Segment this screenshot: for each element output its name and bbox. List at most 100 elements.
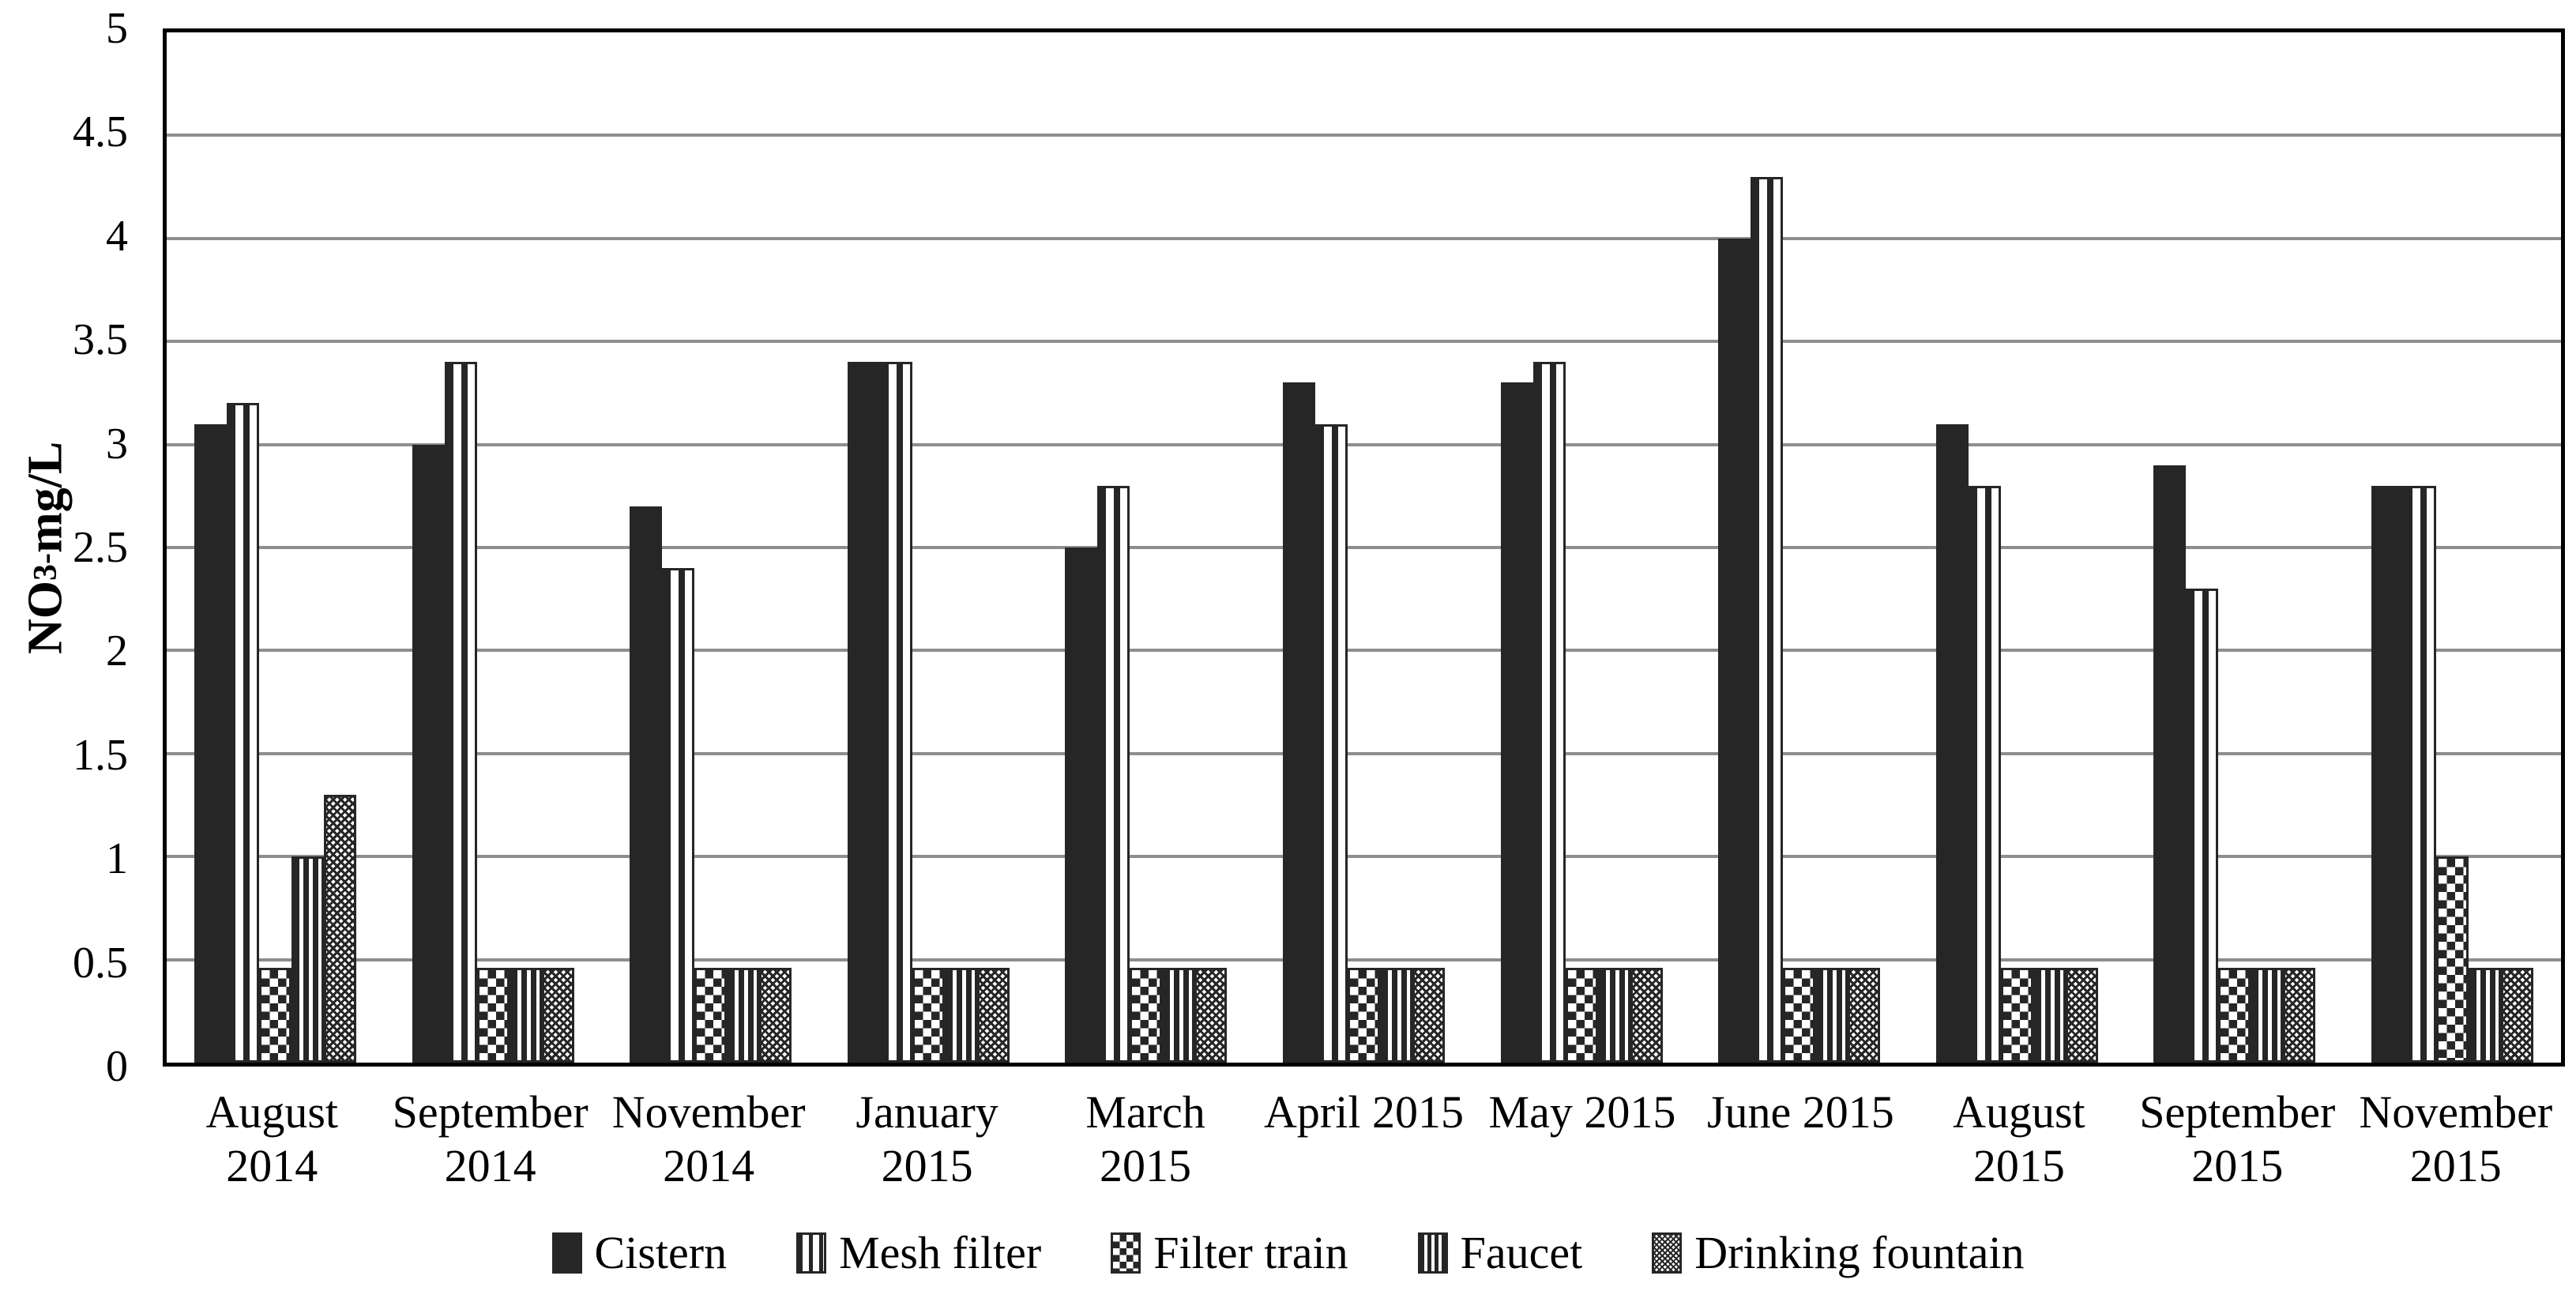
bar-cistern <box>630 506 663 1063</box>
legend-marker-checkerboard-icon <box>1111 1232 1141 1274</box>
bar-filter-train <box>1783 968 1816 1063</box>
bar-mesh-filter <box>444 362 477 1063</box>
legend-label: Drinking fountain <box>1694 1227 2025 1278</box>
x-tick-label: September 2015 <box>2139 1086 2336 1192</box>
bar-drinking-fountain <box>2500 968 2533 1063</box>
y-tick-label: 3.5 <box>73 315 128 365</box>
bar-faucet <box>2251 968 2284 1063</box>
y-tick-label: 0.5 <box>73 938 128 988</box>
legend-label: Mesh filter <box>839 1227 1042 1278</box>
legend-item-drinking-fountain: Drinking fountain <box>1652 1226 2024 1279</box>
plot-area <box>163 28 2565 1067</box>
x-tick-label: March 2015 <box>1085 1086 1205 1192</box>
bar-filter-train <box>1565 968 1598 1063</box>
bar-cistern <box>194 423 228 1063</box>
y-tick-label: 2.5 <box>73 523 128 572</box>
x-tick-label: May 2015 <box>1488 1086 1676 1138</box>
bar-group-august-2014 <box>167 32 385 1063</box>
bar-faucet <box>944 968 977 1063</box>
gridline <box>167 236 2561 240</box>
bar-drinking-fountain <box>1848 968 1881 1063</box>
bar-drinking-fountain <box>1412 968 1445 1063</box>
x-tick-label: April 2015 <box>1264 1086 1464 1138</box>
bar-cistern <box>847 362 880 1063</box>
bar-group-august-2015 <box>1908 32 2126 1063</box>
bar-faucet <box>1380 968 1412 1063</box>
bar-drinking-fountain <box>1630 968 1663 1063</box>
bar-group-april-2015 <box>1255 32 1473 1063</box>
bar-group-september-2014 <box>385 32 603 1063</box>
legend-label: Filter train <box>1153 1227 1348 1278</box>
x-axis-tick-labels: August 2014 September 2014 November 2014 Janua… <box>163 1086 2565 1194</box>
bar-group-november-2015 <box>2343 32 2561 1063</box>
bar-faucet <box>2468 968 2501 1063</box>
bar-cistern <box>2153 465 2187 1063</box>
gridline <box>167 546 2561 549</box>
bar-group-may-2015 <box>1472 32 1690 1063</box>
bar-cistern <box>1065 548 1098 1063</box>
legend-marker-fine-checkerboard-icon <box>1652 1232 1683 1274</box>
bar-filter-train <box>694 968 728 1063</box>
bar-mesh-filter <box>662 568 695 1063</box>
y-tick-label: 3 <box>106 419 128 468</box>
bar-cistern <box>1718 238 1751 1063</box>
x-tick-label: November 2015 <box>2359 1086 2553 1192</box>
bar-cistern <box>1283 382 1315 1063</box>
bar-filter-train <box>1130 968 1163 1063</box>
bar-filter-train <box>2000 968 2033 1063</box>
bar-mesh-filter <box>1968 485 2001 1063</box>
bar-mesh-filter <box>227 403 260 1063</box>
x-tick-label: November 2014 <box>611 1086 806 1192</box>
legend: Cistern Mesh filter Filter train Faucet Drin… <box>0 1226 2576 1279</box>
bar-cistern <box>1935 423 1969 1063</box>
legend-marker-solid-icon <box>551 1232 582 1274</box>
bar-filter-train <box>2435 856 2469 1063</box>
y-tick-label: 1.5 <box>73 730 128 780</box>
gridline <box>167 340 2561 344</box>
bar-group-november-2014 <box>602 32 820 1063</box>
bar-mesh-filter <box>1751 176 1784 1063</box>
bar-mesh-filter <box>1097 485 1130 1063</box>
y-tick-label: 2 <box>106 627 128 676</box>
bar-filter-train <box>1348 968 1380 1063</box>
bar-filter-train <box>912 968 945 1063</box>
bar-cistern <box>412 444 445 1063</box>
bar-faucet <box>727 968 760 1063</box>
bar-group-june-2015 <box>1690 32 1908 1063</box>
gridline <box>167 134 2561 137</box>
bar-mesh-filter <box>1315 423 1348 1063</box>
legend-label: Faucet <box>1460 1227 1583 1278</box>
legend-marker-narrow-vertical-stripes-icon <box>1417 1232 1448 1274</box>
bar-mesh-filter <box>1532 362 1566 1063</box>
legend-item-mesh-filter: Mesh filter <box>796 1226 1041 1279</box>
x-tick-label: August 2014 <box>205 1086 339 1192</box>
bar-faucet <box>509 968 542 1063</box>
bar-drinking-fountain <box>759 968 792 1063</box>
gridline <box>167 442 2561 446</box>
y-tick-label: 4.5 <box>73 107 128 157</box>
bar-group-january-2015 <box>820 32 1038 1063</box>
x-tick-label: June 2015 <box>1706 1086 1894 1138</box>
legend-item-faucet: Faucet <box>1417 1226 1583 1279</box>
legend-label: Cistern <box>594 1227 728 1278</box>
bar-cistern <box>1500 382 1533 1063</box>
bar-drinking-fountain <box>324 794 357 1063</box>
legend-marker-wide-vertical-stripes-icon <box>796 1232 827 1274</box>
bar-drinking-fountain <box>976 968 1010 1063</box>
bar-faucet <box>2033 968 2066 1063</box>
bar-faucet <box>291 856 325 1063</box>
bar-faucet <box>1162 968 1195 1063</box>
gridline <box>167 649 2561 653</box>
y-tick-label: 1 <box>106 834 128 884</box>
bar-filter-train <box>476 968 510 1063</box>
bar-filter-train <box>2218 968 2251 1063</box>
bar-mesh-filter <box>2186 589 2219 1063</box>
bar-group-march-2015 <box>1037 32 1255 1063</box>
bar-drinking-fountain <box>1194 968 1228 1063</box>
y-tick-label: 0 <box>106 1042 128 1091</box>
y-tick-label: 4 <box>106 211 128 261</box>
bar-cistern <box>2371 485 2404 1063</box>
x-tick-label: August 2015 <box>1953 1086 2085 1192</box>
bar-mesh-filter <box>2403 485 2436 1063</box>
